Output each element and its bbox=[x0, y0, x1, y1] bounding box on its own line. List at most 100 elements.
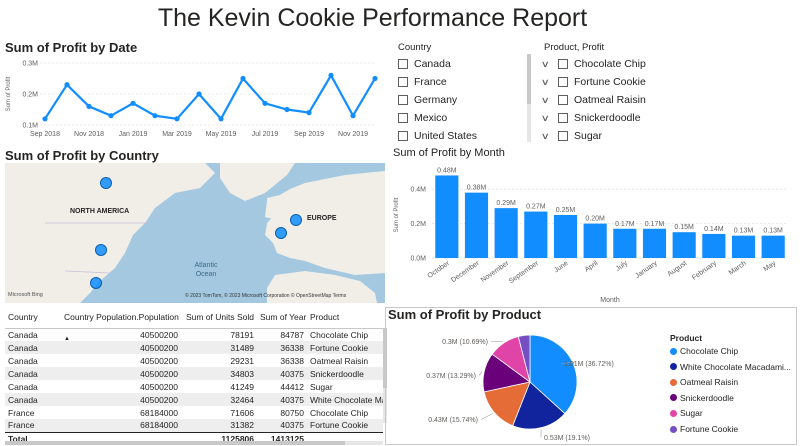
bar-chart-bar[interactable] bbox=[672, 232, 696, 258]
table-header[interactable]: Sum of Year bbox=[257, 306, 307, 329]
bar-chart-x-tick: September bbox=[508, 260, 541, 286]
line-chart-point[interactable] bbox=[284, 106, 290, 113]
table-row[interactable]: Canada 40500200 31489 36338 Fortune Cookie bbox=[5, 341, 383, 354]
country-slicer-item[interactable]: Mexico bbox=[398, 110, 447, 126]
bar-chart-bar[interactable] bbox=[731, 235, 756, 258]
table-row[interactable]: France 68184000 31382 40375 Fortune Cookie bbox=[5, 419, 383, 432]
checkbox[interactable] bbox=[398, 59, 408, 69]
pie-legend-item[interactable]: Chocolate Chip bbox=[670, 346, 738, 356]
legend-dot-icon bbox=[670, 363, 677, 371]
pie-slice-fortune-cookie[interactable] bbox=[517, 334, 531, 383]
map[interactable]: NORTH AMERICA EUROPE Atlantic Ocean Micr… bbox=[5, 163, 385, 303]
country-slicer-item[interactable]: Germany bbox=[398, 92, 457, 108]
bar-chart-y-tick: 0.4M bbox=[410, 187, 426, 194]
product-slicer-item[interactable]: ∨ Chocolate Chip bbox=[540, 56, 646, 72]
country-slicer-item[interactable]: Canada bbox=[398, 56, 451, 72]
line-chart-point[interactable] bbox=[86, 103, 92, 109]
line-chart-point[interactable] bbox=[152, 113, 158, 119]
pie-chart[interactable]: 1.01M (36.72%) 0.53M (19.1%) 0.43M (15.74%… bbox=[386, 322, 668, 444]
checkbox[interactable] bbox=[398, 131, 408, 141]
checkbox[interactable] bbox=[398, 113, 408, 123]
map-bubble-united-states[interactable] bbox=[95, 244, 107, 256]
pie-legend-item[interactable]: Sugar bbox=[670, 408, 703, 418]
bar-chart-bar[interactable] bbox=[553, 215, 578, 258]
bar-chart-bar[interactable] bbox=[583, 223, 607, 258]
checkbox[interactable] bbox=[558, 59, 568, 69]
checkbox[interactable] bbox=[558, 77, 568, 87]
chevron-down-icon[interactable]: ∨ bbox=[540, 112, 550, 123]
pie-legend-item[interactable]: Fortune Cookie bbox=[670, 424, 738, 434]
pie-slice-chocolate-chip[interactable] bbox=[529, 334, 578, 415]
line-chart-point[interactable] bbox=[306, 110, 312, 116]
table-header[interactable]: Country Population.Population bbox=[61, 306, 181, 329]
line-chart-point[interactable] bbox=[108, 113, 114, 119]
bar-chart-x-tick: December bbox=[450, 260, 481, 285]
line-chart-point[interactable] bbox=[262, 100, 268, 106]
table-row[interactable]: Canada 40500200 34803 40375 Snickerdoodle bbox=[5, 367, 383, 380]
map-canvas[interactable] bbox=[5, 163, 385, 303]
map-bubble-mexico[interactable] bbox=[90, 277, 102, 289]
table-header[interactable]: Country bbox=[5, 306, 61, 329]
bar-chart[interactable]: 0.0M 0.2M 0.4M Sum of Profit 0.48M October 0.3… bbox=[388, 160, 796, 306]
bar-chart-bar[interactable] bbox=[702, 233, 726, 258]
line-chart-point[interactable] bbox=[218, 116, 224, 122]
chevron-down-icon[interactable]: ∨ bbox=[540, 58, 550, 69]
sort-ascending-icon[interactable]: ▲ bbox=[64, 336, 70, 342]
line-chart-point[interactable] bbox=[328, 72, 334, 78]
product-slicer-item[interactable]: ∨ Sugar bbox=[540, 128, 602, 144]
line-chart-point[interactable] bbox=[42, 116, 48, 122]
pie-legend-label: Oatmeal Raisin bbox=[680, 377, 739, 388]
pie-slice-oatmeal-raisin[interactable] bbox=[483, 381, 531, 427]
product-slicer-item-label: Oatmeal Raisin bbox=[574, 94, 646, 106]
country-slicer-item[interactable]: France bbox=[398, 74, 447, 90]
product-slicer-scrollbar[interactable] bbox=[527, 54, 531, 134]
line-chart-point[interactable] bbox=[240, 75, 246, 82]
pie-legend-item[interactable]: Snickerdoodle bbox=[670, 393, 734, 403]
bar-chart-x-tick: August bbox=[666, 260, 688, 278]
line-chart-x-tick: Nov 2019 bbox=[338, 131, 368, 138]
checkbox[interactable] bbox=[558, 131, 568, 141]
pie-legend-item[interactable]: White Chocolate Macadami... bbox=[670, 362, 791, 372]
bar-chart-bar[interactable] bbox=[613, 228, 637, 258]
checkbox[interactable] bbox=[558, 95, 568, 105]
line-chart-point[interactable] bbox=[350, 113, 356, 119]
table-cell: 68184000 bbox=[140, 407, 178, 418]
line-chart-point[interactable] bbox=[174, 116, 180, 122]
checkbox[interactable] bbox=[398, 77, 408, 87]
line-chart-point[interactable] bbox=[196, 91, 202, 97]
table-row[interactable]: France 68184000 71606 80750 Chocolate Chip bbox=[5, 406, 383, 419]
bar-chart-bar[interactable] bbox=[464, 192, 489, 258]
country-slicer-item[interactable]: United States bbox=[398, 128, 477, 144]
bar-chart-bar[interactable] bbox=[524, 211, 548, 258]
map-bubble-canada[interactable] bbox=[100, 177, 112, 189]
chevron-down-icon[interactable]: ∨ bbox=[540, 76, 550, 87]
chevron-down-icon[interactable]: ∨ bbox=[540, 94, 550, 105]
map-bubble-france[interactable] bbox=[275, 227, 287, 239]
table-cell: Fortune Cookie bbox=[307, 341, 383, 354]
pie-data-label: 0.43M (15.74%) bbox=[428, 417, 478, 424]
line-chart-point[interactable] bbox=[372, 75, 378, 82]
product-slicer-item[interactable]: ∨ Snickerdoodle bbox=[540, 110, 641, 126]
checkbox[interactable] bbox=[398, 95, 408, 105]
table-row[interactable]: Canada 40500200 78191 84787 Chocolate Chip bbox=[5, 328, 383, 341]
product-slicer-item[interactable]: ∨ Oatmeal Raisin bbox=[540, 92, 646, 108]
pie-legend-item[interactable]: Oatmeal Raisin bbox=[670, 377, 738, 387]
table-header[interactable]: Product bbox=[307, 306, 383, 329]
bar-chart-bar[interactable] bbox=[435, 175, 459, 258]
bar-chart-bar[interactable] bbox=[494, 208, 518, 258]
table-horizontal-scrollbar[interactable] bbox=[5, 441, 383, 445]
bar-chart-bar[interactable] bbox=[761, 235, 785, 258]
checkbox[interactable] bbox=[558, 113, 568, 123]
table-row[interactable]: Canada 40500200 32464 40375 White Chocolate … bbox=[5, 393, 383, 406]
product-slicer-item[interactable]: ∨ Fortune Cookie bbox=[540, 74, 646, 90]
line-chart-point[interactable] bbox=[130, 100, 136, 106]
bar-chart-bar[interactable] bbox=[642, 228, 667, 258]
table-header[interactable]: Sum of Units Sold bbox=[181, 306, 257, 329]
map-attribution[interactable]: © 2023 TomTom, © 2023 Microsoft Corporat… bbox=[185, 293, 347, 299]
table-row[interactable]: Canada 40500200 29231 36338 Oatmeal Raisin bbox=[5, 354, 383, 367]
table-row[interactable]: Canada 40500200 41249 44412 Sugar bbox=[5, 380, 383, 393]
line-chart[interactable]: 0.1M 0.2M 0.3M Sum of Profit Sep 2018 Nov 201… bbox=[0, 55, 385, 145]
chevron-down-icon[interactable]: ∨ bbox=[540, 130, 550, 141]
line-chart-point[interactable] bbox=[64, 82, 70, 88]
map-bubble-germany[interactable] bbox=[290, 214, 302, 226]
